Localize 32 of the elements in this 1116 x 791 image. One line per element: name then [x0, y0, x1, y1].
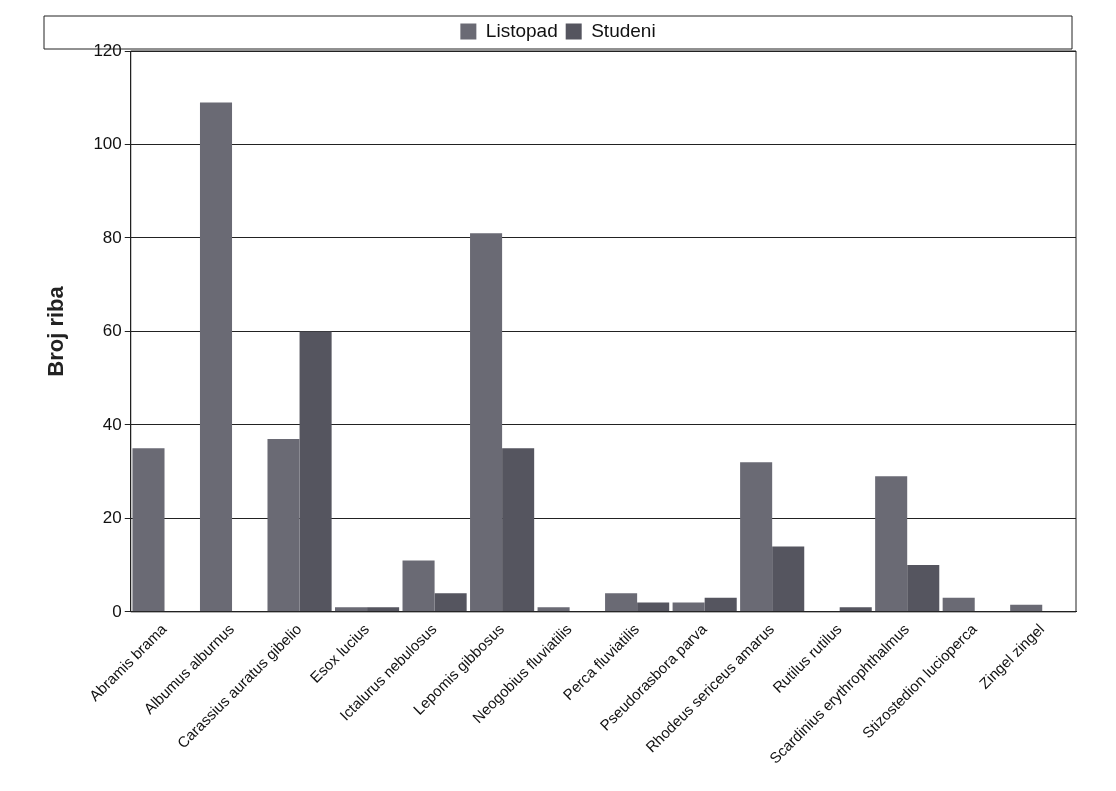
bar — [537, 607, 570, 612]
bar — [839, 607, 872, 612]
bar — [704, 597, 737, 612]
bar — [299, 331, 332, 612]
bar — [367, 607, 400, 612]
bar — [1010, 604, 1043, 612]
y-tick-label: 80 — [102, 227, 122, 247]
bar — [605, 593, 638, 612]
y-tick-label: 60 — [102, 321, 122, 341]
y-tick-label: 0 — [112, 601, 122, 621]
bar — [335, 607, 368, 612]
y-tick-label: 40 — [102, 414, 122, 434]
bar — [199, 102, 233, 612]
bar — [942, 597, 975, 612]
y-axis-title: Broj riba — [43, 285, 69, 377]
bar — [267, 438, 300, 612]
bar — [772, 546, 805, 612]
legend-label: Studeni — [591, 19, 656, 41]
bar — [402, 560, 435, 612]
bar — [637, 602, 670, 612]
bar — [740, 462, 773, 612]
bar — [434, 593, 467, 612]
bar — [132, 448, 165, 612]
y-tick-label: 20 — [102, 508, 122, 528]
legend-label: Listopad — [485, 19, 558, 41]
bar — [502, 448, 535, 612]
bar — [907, 565, 940, 612]
bar — [672, 602, 705, 612]
y-tick-label: 120 — [93, 40, 122, 60]
y-tick-label: 100 — [93, 134, 122, 154]
bar — [875, 476, 908, 612]
bar — [470, 233, 503, 612]
